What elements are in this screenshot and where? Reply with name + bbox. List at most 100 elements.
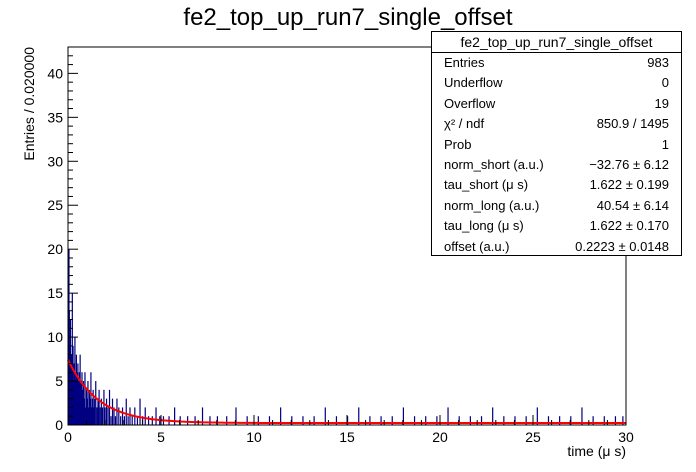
histogram-bin (113, 407, 115, 425)
stats-row: Prob 1 (432, 135, 681, 155)
chart-title: fe2_top_up_run7_single_offset (183, 4, 513, 31)
histogram-bin (536, 407, 538, 425)
x-tick-label: 5 (157, 429, 165, 445)
histogram-bin (514, 416, 516, 425)
histogram-bin (147, 416, 150, 425)
histogram-bin (425, 416, 427, 425)
histogram-bin (614, 416, 617, 425)
y-tick-label: 0 (55, 417, 63, 433)
histogram-bin (96, 407, 98, 425)
histogram-bin (116, 398, 118, 425)
histogram-bin (107, 407, 109, 425)
histogram-bin (187, 416, 189, 425)
histogram-bin (121, 407, 124, 425)
y-tick-label: 15 (47, 285, 63, 301)
histogram-bin (94, 398, 96, 425)
stats-value: 0 (661, 75, 669, 91)
histogram-bin (581, 407, 583, 425)
y-tick-label: 30 (47, 153, 63, 169)
histogram-bars (68, 249, 624, 425)
stats-row: Underflow 0 (432, 73, 681, 93)
stats-value: 983 (647, 55, 669, 70)
histogram-bin (125, 398, 127, 425)
histogram-bin (105, 398, 108, 425)
x-tick-label: 10 (246, 429, 262, 445)
histogram-bin (74, 372, 76, 425)
histogram-bin (413, 416, 416, 425)
histogram-bin (380, 416, 382, 425)
stats-label: norm_long (a.u.) (444, 197, 540, 213)
histogram-bin (503, 416, 505, 425)
histogram-bin (88, 407, 90, 425)
stats-label: offset (a.u.) (444, 238, 510, 254)
stats-value: 1 (661, 136, 669, 152)
histogram-bin (226, 416, 228, 425)
histogram-bin (83, 398, 85, 425)
histogram-bin (570, 416, 572, 425)
histogram-bin (469, 416, 471, 425)
stats-row: offset (a.u.) 0.2223 ± 0.0148 (432, 237, 681, 257)
histogram-bin (91, 398, 94, 425)
histogram-bin (100, 398, 102, 425)
histogram-bin (436, 416, 438, 425)
y-tick-label: 20 (47, 241, 63, 257)
histogram-bin (104, 407, 106, 425)
histogram-bin (324, 407, 326, 425)
histogram-bin (98, 389, 100, 425)
histogram-bin (291, 416, 293, 425)
histogram-bin (75, 354, 78, 425)
histogram-bin (81, 372, 83, 425)
x-tick-label: 15 (339, 429, 355, 445)
histogram-bin (246, 416, 248, 425)
histogram-bin (257, 416, 259, 425)
histogram-bin (235, 407, 237, 425)
histogram-bin (174, 407, 176, 425)
histogram-bin (447, 407, 449, 425)
histogram-bin (603, 416, 605, 425)
histogram-bin (129, 407, 131, 425)
histogram-bin (335, 416, 338, 425)
stats-row: Entries 983 (432, 53, 681, 73)
histogram-bin (302, 416, 304, 425)
x-tick-label: 0 (64, 429, 72, 445)
histogram-bin (71, 293, 73, 425)
stats-row: χ² / ndf 850.9 / 1495 (432, 114, 681, 134)
histogram-bin (492, 407, 494, 425)
stats-label: tau_long (μ s) (444, 218, 524, 234)
stats-label: Prob (444, 136, 472, 152)
histogram-bin (123, 416, 125, 425)
histogram-bin (201, 407, 204, 425)
axes: 0 5 10 15 20 25 30 0 5 10 15 20 25 30 35 40 (47, 46, 634, 445)
stats-header: fe2_top_up_run7_single_offset (432, 32, 681, 53)
y-tick-label: 25 (47, 197, 63, 213)
stats-value: 40.54 ± 6.14 (596, 197, 669, 213)
stats-value: 1.622 ± 0.170 (589, 218, 669, 234)
stats-row: tau_long (μ s) 1.622 ± 0.170 (432, 216, 681, 236)
histogram-bin (131, 416, 133, 425)
histogram-bin (313, 416, 315, 425)
histogram-bin (82, 381, 85, 425)
fit-curve (67, 359, 626, 425)
histogram-bin (111, 398, 114, 425)
histogram-bin (136, 416, 139, 425)
histogram-bin (559, 416, 561, 425)
histogram-bin (592, 416, 594, 425)
histogram-bin (84, 372, 86, 425)
histogram-bin (144, 407, 146, 425)
stats-value: 850.9 / 1495 (596, 116, 669, 132)
stats-label: χ² / ndf (444, 116, 485, 132)
y-tick-label: 10 (47, 329, 63, 345)
histogram-bin (347, 416, 349, 425)
stats-value: 0.2223 ± 0.0148 (575, 238, 669, 254)
histogram-bin (97, 398, 99, 425)
histogram-bin (120, 416, 122, 425)
stats-label: tau_short (μ s) (444, 177, 529, 193)
y-tick-label: 5 (55, 373, 63, 389)
stats-row: norm_short (a.u.) −32.76 ± 6.12 (432, 155, 681, 175)
histogram-bin (88, 389, 91, 425)
histogram-bin (480, 416, 483, 425)
histogram-bin (110, 416, 112, 425)
histogram-bin (118, 407, 120, 425)
y-axis-label: Entries / 0.020000 (21, 47, 37, 161)
